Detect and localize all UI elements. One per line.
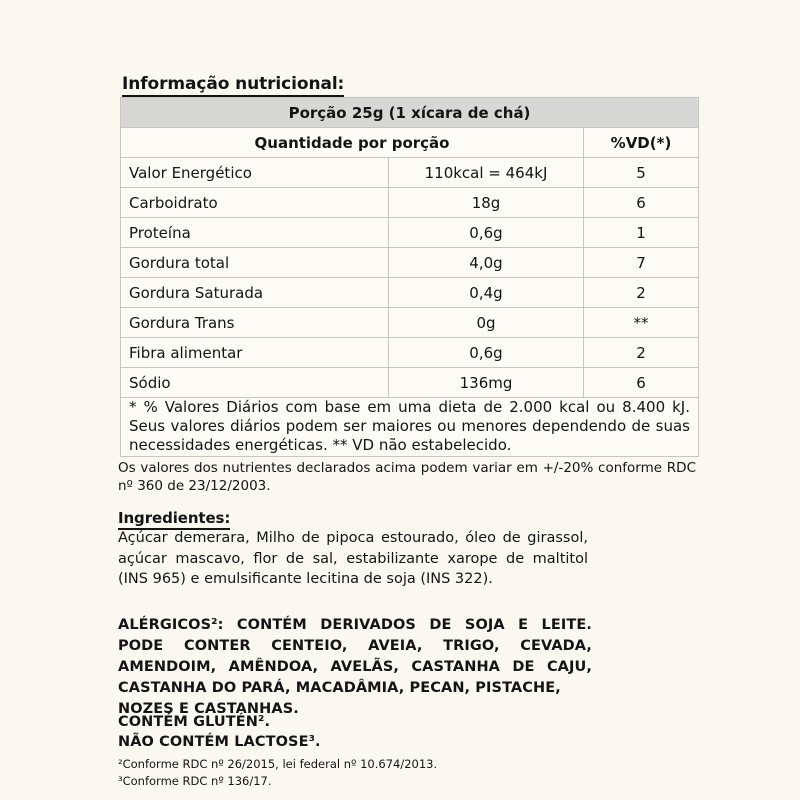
allergen-warning-text: ALÉRGICOS²: CONTÉM DERIVADOS DE SOJA E L…	[118, 617, 592, 697]
nutrient-name: Gordura Saturada	[120, 277, 389, 308]
nutrient-name: Gordura total	[120, 247, 389, 278]
nutrient-value: 0,6g	[388, 217, 584, 248]
nutrient-name: Proteína	[120, 217, 389, 248]
nutrient-vd: 6	[583, 367, 699, 398]
table-row: Valor Energético 110kcal = 464kJ 5	[120, 157, 699, 188]
nutrient-name: Gordura Trans	[120, 307, 389, 338]
daily-values-footnote-row: * % Valores Diários com base em uma diet…	[120, 397, 699, 457]
nutrient-name: Valor Energético	[120, 157, 389, 188]
nutrient-value: 110kcal = 464kJ	[388, 157, 584, 188]
nutrient-value: 136mg	[388, 367, 584, 398]
nutrient-vd: 2	[583, 277, 699, 308]
nutrient-value: 0,4g	[388, 277, 584, 308]
nutrient-vd: 6	[583, 187, 699, 218]
lactose-statement: NÃO CONTÉM LACTOSE³.	[118, 734, 321, 750]
vd-header-cell: %VD(*)	[583, 127, 699, 158]
nutrient-name: Sódio	[120, 367, 389, 398]
table-row: Carboidrato 18g 6	[120, 187, 699, 218]
nutrient-vd: **	[583, 307, 699, 338]
nutrient-vd: 5	[583, 157, 699, 188]
nutrient-vd: 1	[583, 217, 699, 248]
variation-note: Os valores dos nutrientes declarados aci…	[118, 460, 696, 495]
nutrient-value: 0g	[388, 307, 584, 338]
amount-header-cell: Quantidade por porção	[120, 127, 584, 158]
ingredients-text: Açúcar demerara, Milho de pipoca estoura…	[118, 530, 588, 588]
nutrient-name: Fibra alimentar	[120, 337, 389, 368]
nutrient-vd: 7	[583, 247, 699, 278]
portion-header-cell: Porção 25g (1 xícara de chá)	[120, 97, 699, 128]
nutrient-name: Carboidrato	[120, 187, 389, 218]
nutrient-value: 4,0g	[388, 247, 584, 278]
nutrition-facts-table: Porção 25g (1 xícara de chá) Quantidade …	[120, 97, 699, 457]
nutrition-section-title-text: Informação nutricional:	[122, 74, 344, 97]
table-row: Proteína 0,6g 1	[120, 217, 699, 248]
table-row: Gordura Saturada 0,4g 2	[120, 277, 699, 308]
portion-header-row: Porção 25g (1 xícara de chá)	[120, 97, 699, 128]
table-row: Sódio 136mg 6	[120, 367, 699, 398]
allergen-warning-last-line: NOZES E CASTANHAS.	[118, 701, 299, 718]
nutrition-table-body: Porção 25g (1 xícara de chá) Quantidade …	[120, 97, 699, 457]
table-row: Gordura Trans 0g **	[120, 307, 699, 338]
ingredients-section-title: Ingredientes:	[118, 509, 230, 530]
column-header-row: Quantidade por porção %VD(*)	[120, 127, 699, 158]
footnote-2: ²Conforme RDC nº 26/2015, lei federal nº…	[118, 757, 438, 771]
ingredients-section-title-text: Ingredientes:	[118, 509, 230, 530]
nutrient-value: 0,6g	[388, 337, 584, 368]
nutrient-value: 18g	[388, 187, 584, 218]
daily-values-footnote: * % Valores Diários com base em uma diet…	[120, 397, 699, 457]
table-row: Gordura total 4,0g 7	[120, 247, 699, 278]
gluten-statement: CONTÉM GLUTÉN².	[118, 714, 271, 730]
table-row: Fibra alimentar 0,6g 2	[120, 337, 699, 368]
nutrition-section-title: Informação nutricional:	[122, 74, 344, 97]
allergen-warning: ALÉRGICOS²: CONTÉM DERIVADOS DE SOJA E L…	[118, 615, 592, 720]
footnote-3: ³Conforme RDC nº 136/17.	[118, 774, 272, 788]
nutrient-vd: 2	[583, 337, 699, 368]
